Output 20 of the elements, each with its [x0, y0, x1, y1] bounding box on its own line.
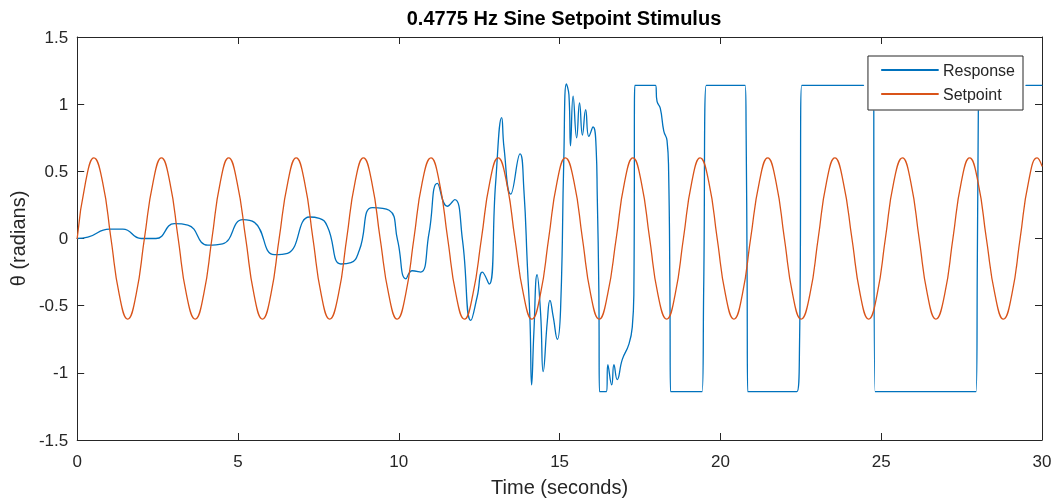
y-axis-title: θ (radians)	[7, 190, 29, 287]
chart-title: 0.4775 Hz Sine Setpoint Stimulus	[406, 7, 722, 29]
x-tick-label: 0	[72, 452, 82, 471]
y-tick-label: 1.5	[44, 27, 69, 47]
y-tick-label: -1.5	[38, 430, 69, 450]
x-axis-title: Time (seconds)	[491, 476, 629, 498]
y-tick-label: 0	[58, 229, 69, 248]
x-tick-label: 15	[550, 452, 570, 471]
y-tick-label: -1	[53, 363, 69, 383]
x-tick-label: 30	[1032, 452, 1052, 471]
y-tick-label: 1	[58, 94, 69, 114]
legend-label: Setpoint	[942, 85, 1003, 103]
y-tick-label: -0.5	[38, 296, 69, 316]
legend-label: Response	[942, 61, 1016, 79]
x-tick-label: 25	[871, 452, 891, 471]
x-tick-label: 20	[710, 452, 730, 471]
y-tick-label: 0.5	[44, 161, 69, 181]
x-tick-label: 10	[389, 452, 409, 471]
x-tick-label: 5	[233, 452, 243, 471]
line-series	[76, 157, 1043, 320]
